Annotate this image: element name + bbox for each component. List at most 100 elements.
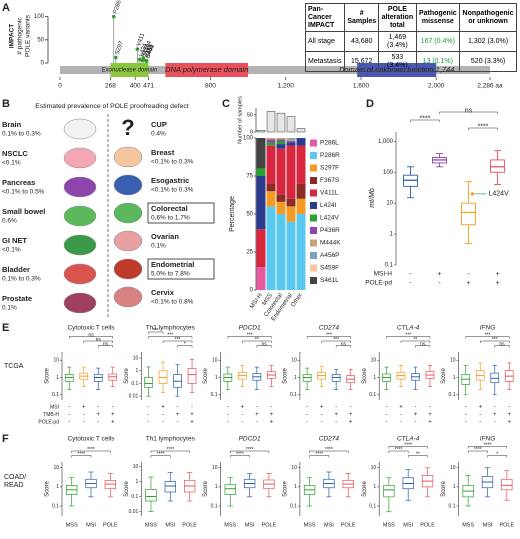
bar-segment	[286, 142, 296, 146]
sample-bar	[286, 116, 296, 133]
y-tick-label: 10	[450, 465, 456, 471]
row-value: -	[400, 412, 402, 418]
row-value: +	[428, 420, 432, 426]
x-tick-label: MSS	[224, 522, 236, 528]
row-value: -	[465, 405, 467, 411]
row-value: -	[306, 420, 308, 426]
panel-label: D	[366, 98, 374, 110]
organ-icon	[113, 174, 143, 196]
x-tick-label: POLE	[103, 522, 118, 528]
x-tick-label: MSI-H	[249, 293, 264, 310]
significance-label: ***	[153, 328, 159, 334]
row-value: +	[349, 412, 353, 418]
organ-icon	[63, 205, 97, 227]
x-tick-label: 2,000	[428, 83, 445, 90]
significance-label: ***	[167, 332, 173, 338]
organ-name: Ovarian	[151, 232, 179, 241]
organ-icon	[113, 258, 143, 280]
significance-bracket	[242, 340, 272, 343]
table-row: All stage 43,680 1,469 (3.4%) 167 (0.4%)…	[304, 31, 517, 53]
y-axis-label: IMPACT	[9, 24, 16, 48]
significance-label: ****	[325, 447, 333, 453]
organ-name: Cervix	[151, 288, 175, 297]
x-tick-label: MSI	[165, 522, 175, 528]
y-tick-label: 10	[133, 464, 139, 470]
row-value: +	[493, 412, 497, 418]
bar-segment	[286, 221, 296, 290]
row-value: +	[399, 405, 403, 411]
row-label: POLE-pd	[38, 419, 59, 425]
organ-prevalence: <0.1%	[2, 160, 21, 167]
subpanel-title: CD274	[319, 436, 340, 443]
row-value: -	[83, 420, 85, 426]
y-axis-label: Score	[441, 368, 447, 384]
significance-label: ****	[87, 447, 95, 453]
y-axis-label: POLE variants	[25, 14, 32, 57]
y-tick-label: 0	[250, 288, 254, 294]
row-value: -	[508, 405, 510, 411]
callout-label: L424V	[489, 191, 510, 198]
box	[490, 159, 505, 173]
y-tick-label: 100	[34, 14, 45, 20]
y-tick-label: 10	[53, 358, 59, 364]
y-tick-label: 0.1	[131, 381, 138, 387]
bar-segment	[296, 198, 306, 214]
organ-prevalence: <0.1% to 0.3%	[151, 159, 194, 166]
y-tick-label: 1	[373, 484, 376, 490]
subpanel-title: PDCD1	[239, 436, 261, 443]
sample-bar	[276, 112, 286, 133]
row-value: -	[162, 412, 164, 418]
bar-segment	[296, 214, 306, 290]
significance-label: ****	[478, 123, 489, 130]
significance-label: ***	[492, 337, 498, 343]
panel-label: C	[222, 98, 230, 110]
row-value: -	[467, 271, 470, 278]
subpanel-title: Cytotoxic T cells	[67, 436, 115, 443]
significance-bracket	[150, 455, 171, 458]
significance-label: ****	[77, 451, 85, 457]
significance-label: ns	[88, 332, 94, 338]
y-tick-label: 1	[453, 484, 456, 490]
lollipop-label: P286	[113, 0, 124, 15]
box	[383, 485, 395, 498]
row-value: -	[270, 405, 272, 411]
significance-label: ns	[499, 341, 505, 347]
row-value: -	[83, 412, 85, 418]
y-tick-label: 0.01	[129, 509, 139, 515]
bar-segment	[266, 191, 276, 207]
box	[145, 488, 157, 502]
row-value: -	[438, 280, 441, 287]
y-axis-label: Score	[362, 481, 368, 497]
row-value: +	[161, 405, 165, 411]
organ-icon	[63, 263, 97, 285]
row-value: -	[335, 420, 337, 426]
significance-bracket	[150, 450, 190, 453]
x-tick-label: POLE	[182, 522, 197, 528]
significance-label: **	[416, 451, 420, 457]
significance-bracket	[309, 455, 330, 458]
x-tick-label: MSI	[403, 522, 413, 528]
significance-label: ****	[404, 442, 412, 448]
lollipop-head	[144, 58, 149, 63]
row-value: +	[176, 412, 180, 418]
row-value: +	[507, 420, 511, 426]
box	[144, 377, 153, 388]
row-value: -	[465, 412, 467, 418]
organ-icon	[113, 230, 143, 252]
significance-bracket	[410, 119, 440, 122]
significance-label: ****	[395, 447, 403, 453]
y-tick-label: 1	[56, 375, 59, 381]
header-cell: Pan-Cancer IMPACT	[304, 2, 346, 33]
row-label: TMB-H	[43, 412, 59, 418]
y-tick-label: 0.1	[52, 503, 59, 509]
row-value: +	[466, 280, 470, 287]
x-tick-label: MSS	[145, 522, 157, 528]
row-value: +	[270, 412, 274, 418]
y-axis-label: Score	[203, 481, 209, 497]
panel-label: B	[2, 98, 10, 110]
legend-label: A456P	[320, 252, 340, 259]
significance-bracket	[71, 450, 111, 453]
row-value: +	[414, 412, 418, 418]
organ-icon	[113, 202, 143, 224]
